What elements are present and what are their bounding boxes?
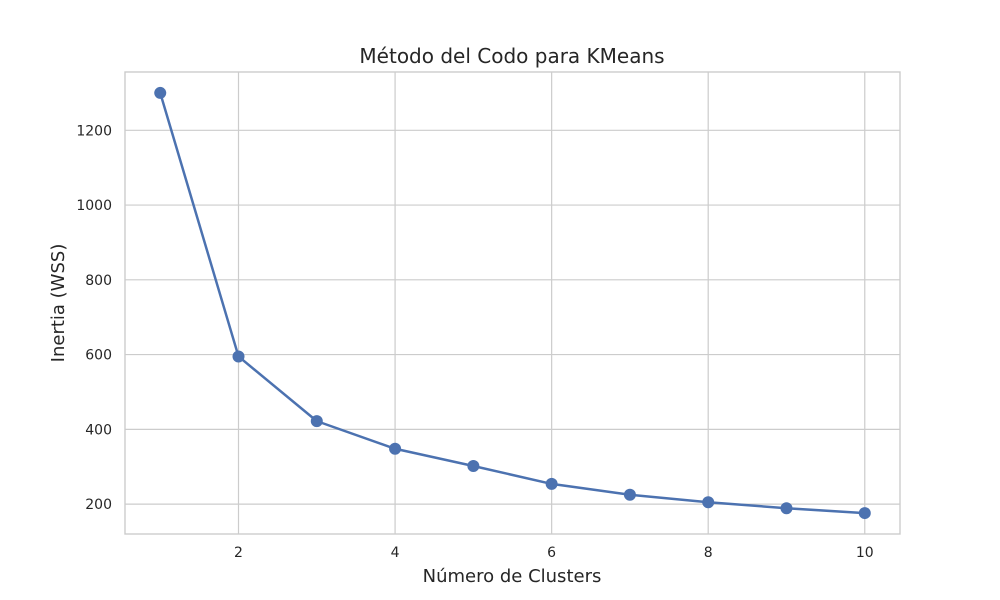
data-point xyxy=(545,477,558,490)
data-point xyxy=(702,496,715,509)
data-point xyxy=(467,459,480,472)
data-point xyxy=(780,502,793,515)
y-axis-title: Inertia (WSS) xyxy=(48,244,69,363)
y-tick-label: 1000 xyxy=(76,198,112,214)
x-axis-title: Número de Clusters xyxy=(423,566,602,587)
plot-area-border xyxy=(124,71,901,535)
x-tick-labels: 2 4 6 8 10 xyxy=(234,545,874,561)
x-tick-label: 10 xyxy=(856,545,874,561)
data-point xyxy=(389,442,402,455)
data-line xyxy=(158,91,867,515)
x-tick-label: 6 xyxy=(547,545,556,561)
data-point xyxy=(232,350,245,363)
data-point xyxy=(623,488,636,501)
y-tick-label: 1200 xyxy=(76,123,112,139)
x-tick-label: 4 xyxy=(391,545,400,561)
data-point xyxy=(858,507,871,520)
data-markers xyxy=(154,86,871,520)
data-point xyxy=(154,86,167,99)
data-point xyxy=(310,415,323,428)
series-line xyxy=(158,91,867,515)
y-tick-labels: 200 400 600 800 1000 1200 xyxy=(76,123,112,513)
y-tick-label: 200 xyxy=(85,497,112,513)
y-tick-label: 800 xyxy=(85,273,112,289)
y-tick-label: 600 xyxy=(85,348,112,364)
chart-title: Método del Codo para KMeans xyxy=(359,44,664,68)
x-tick-label: 8 xyxy=(704,545,713,561)
grid-lines xyxy=(125,72,900,534)
y-tick-label: 400 xyxy=(85,422,112,438)
x-tick-label: 2 xyxy=(234,545,243,561)
